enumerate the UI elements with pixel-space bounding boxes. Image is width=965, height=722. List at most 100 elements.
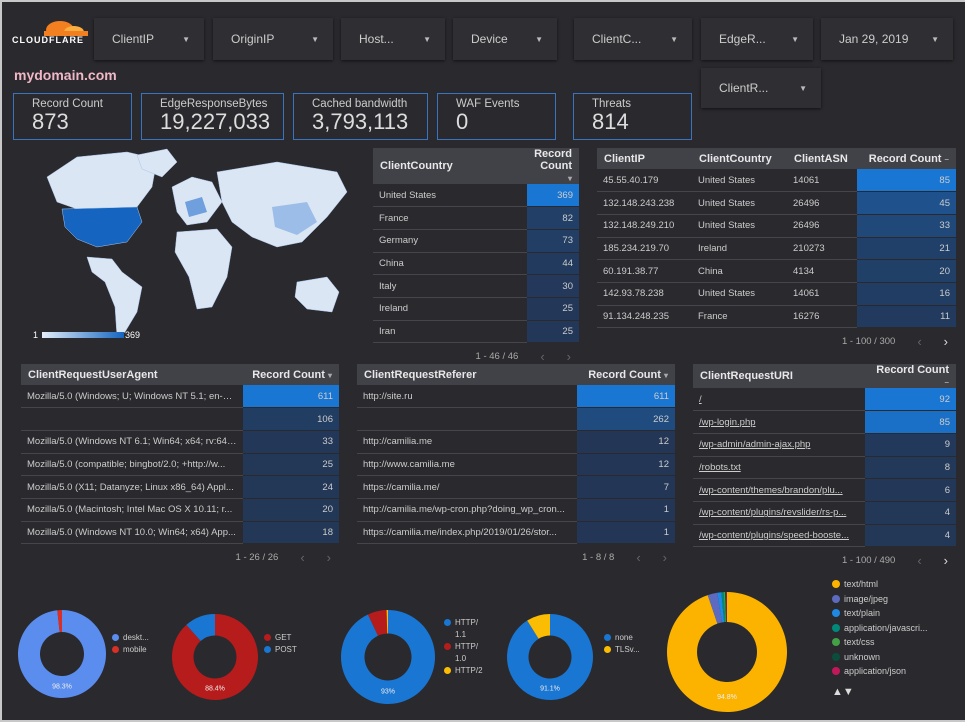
column-header[interactable]: Record Count ▾ [527, 148, 579, 184]
table-cell[interactable]: /wp-login.php [693, 410, 865, 434]
filter-clientip[interactable]: ClientIP ▼ [94, 18, 204, 60]
table-row[interactable]: /wp-content/themes/brandon/plu... 6 [693, 478, 956, 502]
next-page-button[interactable]: › [943, 334, 948, 350]
legend-pager-button[interactable]: ▲▼ [832, 685, 854, 698]
table-cell[interactable]: /wp-content/themes/brandon/plu... [693, 478, 865, 502]
legend-item[interactable]: GET [264, 632, 297, 644]
legend-item[interactable]: application/javascri... [832, 621, 928, 636]
pie-slice-mobile[interactable] [57, 610, 62, 633]
filter-device[interactable]: Device ▼ [453, 18, 557, 60]
next-page-button[interactable]: › [566, 349, 571, 365]
table-row[interactable]: 60.191.38.77 China 4134 20 [597, 259, 956, 283]
sort-icon[interactable]: ▾ [567, 174, 572, 183]
pie-slice-http-1-1[interactable] [341, 610, 435, 704]
legend-item[interactable]: text/plain [832, 606, 928, 621]
pie-slice-get[interactable] [172, 614, 258, 700]
table-row[interactable]: 91.134.248.235 France 16276 11 [597, 305, 956, 329]
table-row[interactable]: France 82 [373, 206, 579, 230]
table-row[interactable]: Mozilla/5.0 (Windows NT 6.1; Win64; x64;… [21, 430, 339, 454]
pie-slice-http-2[interactable] [386, 610, 388, 634]
table-row[interactable]: /robots.txt 8 [693, 456, 956, 480]
sort-icon[interactable]: – [944, 378, 949, 387]
column-header[interactable]: ClientCountry [373, 148, 528, 184]
legend-item[interactable]: TLSv... [604, 644, 640, 656]
sort-icon[interactable]: ▾ [663, 370, 668, 380]
world-map[interactable]: 1 369 [17, 147, 357, 347]
table-row[interactable]: Germany 73 [373, 229, 579, 253]
legend-item[interactable]: HTTP/2 [444, 665, 483, 677]
next-page-button[interactable]: › [943, 553, 948, 569]
table-row[interactable]: /wp-admin/admin-ajax.php 9 [693, 433, 956, 457]
legend-item[interactable]: text/css [832, 635, 928, 650]
legend-item[interactable]: POST [264, 644, 297, 656]
pie-slice-text-plain[interactable] [717, 592, 725, 623]
filter-host[interactable]: Host... ▼ [341, 18, 445, 60]
prev-page-button[interactable]: ‹ [917, 553, 922, 569]
table-row[interactable]: http://camilia.me/wp-cron.php?doing_wp_c… [357, 498, 675, 522]
table-row[interactable]: Mozilla/5.0 (Macintosh; Intel Mac OS X 1… [21, 498, 339, 522]
table-row[interactable]: Mozilla/5.0 (Windows NT 10.0; Win64; x64… [21, 521, 339, 545]
pie-slice-text-css[interactable] [723, 592, 727, 623]
legend-item[interactable]: image/jpeg [832, 592, 928, 607]
table-row[interactable]: 262 [357, 407, 675, 431]
pie-slice-text-html[interactable] [667, 592, 787, 712]
legend-item[interactable]: text/html [832, 577, 928, 592]
prev-page-button[interactable]: ‹ [636, 550, 641, 566]
sort-icon[interactable]: – [944, 154, 949, 164]
legend-item[interactable]: application/json [832, 664, 928, 679]
pie-slice-http-1-0[interactable] [367, 610, 388, 636]
table-cell[interactable]: /wp-admin/admin-ajax.php [693, 433, 865, 457]
next-page-button[interactable]: › [326, 550, 331, 566]
table-row[interactable]: United States 369 [373, 184, 579, 208]
table-row[interactable]: Mozilla/5.0 (Windows; U; Windows NT 5.1;… [21, 385, 339, 409]
table-row[interactable]: http://camilia.me 12 [357, 430, 675, 454]
pie-slice-none[interactable] [507, 614, 593, 700]
prev-page-button[interactable]: ‹ [540, 349, 545, 365]
sort-icon[interactable]: ▾ [327, 370, 332, 380]
table-row[interactable]: Mozilla/5.0 (X11; Datanyze; Linux x86_64… [21, 475, 339, 499]
legend-item[interactable]: deskt... [112, 632, 149, 644]
pie-slice-image-jpeg[interactable] [707, 592, 723, 624]
column-header[interactable]: Record Count ▾ [577, 364, 675, 385]
table-row[interactable]: https://camilia.me/index.php/2019/01/26/… [357, 521, 675, 545]
table-row[interactable]: Mozilla/5.0 (compatible; bingbot/2.0; +h… [21, 453, 339, 477]
legend-item[interactable]: HTTP/ 1.0 [444, 641, 478, 665]
table-row[interactable]: /wp-content/plugins/revslider/rs-p... 4 [693, 501, 956, 525]
filter-originip[interactable]: OriginIP ▼ [213, 18, 333, 60]
column-header[interactable]: ClientCountry [692, 148, 787, 169]
table-row[interactable]: http://www.camilia.me 12 [357, 453, 675, 477]
table-cell[interactable]: / [693, 388, 865, 412]
pie-slice-deskt-[interactable] [18, 610, 107, 698]
legend-item[interactable]: mobile [112, 644, 147, 656]
column-header[interactable]: ClientRequestUserAgent [21, 364, 243, 385]
column-header[interactable]: ClientRequestURI [693, 364, 865, 388]
table-row[interactable]: 142.93.78.238 United States 14061 16 [597, 282, 956, 306]
legend-item[interactable]: none [604, 632, 637, 644]
column-header[interactable]: Record Count – [865, 364, 956, 388]
table-row[interactable]: /wp-login.php 85 [693, 410, 956, 434]
table-row[interactable]: China 44 [373, 252, 579, 276]
pie-slice-tlsv-[interactable] [527, 614, 550, 639]
table-row[interactable]: https://camilia.me/7 [357, 475, 675, 499]
column-header[interactable]: ClientIP [597, 148, 692, 169]
table-row[interactable]: 132.148.243.238 United States 26496 45 [597, 191, 956, 215]
pie-slice-application-javascri-[interactable] [721, 592, 726, 623]
pie-slice-unknown[interactable] [725, 592, 727, 623]
table-cell[interactable]: /wp-content/plugins/speed-booste... [693, 524, 865, 548]
table-row[interactable]: 106 [21, 407, 339, 431]
table-row[interactable]: 185.234.219.70 Ireland 210273 21 [597, 237, 956, 261]
table-row[interactable]: /wp-content/plugins/speed-booste... 4 [693, 524, 956, 548]
column-header[interactable]: Record Count ▾ [243, 364, 339, 385]
column-header[interactable]: Record Count – [857, 148, 956, 169]
filter-edger[interactable]: EdgeR... ▼ [701, 18, 813, 60]
table-row[interactable]: 45.55.40.179 United States 14061 85 [597, 169, 956, 193]
next-page-button[interactable]: › [662, 550, 667, 566]
table-row[interactable]: Ireland 25 [373, 297, 579, 321]
legend-item[interactable]: unknown [832, 650, 928, 665]
pie-slice-post[interactable] [186, 614, 215, 641]
prev-page-button[interactable]: ‹ [300, 550, 305, 566]
table-row[interactable]: Italy 30 [373, 274, 579, 298]
pie-slice-application-json[interactable] [726, 592, 727, 623]
table-cell[interactable]: /wp-content/plugins/revslider/rs-p... [693, 501, 865, 525]
table-row[interactable]: Iran 25 [373, 320, 579, 344]
